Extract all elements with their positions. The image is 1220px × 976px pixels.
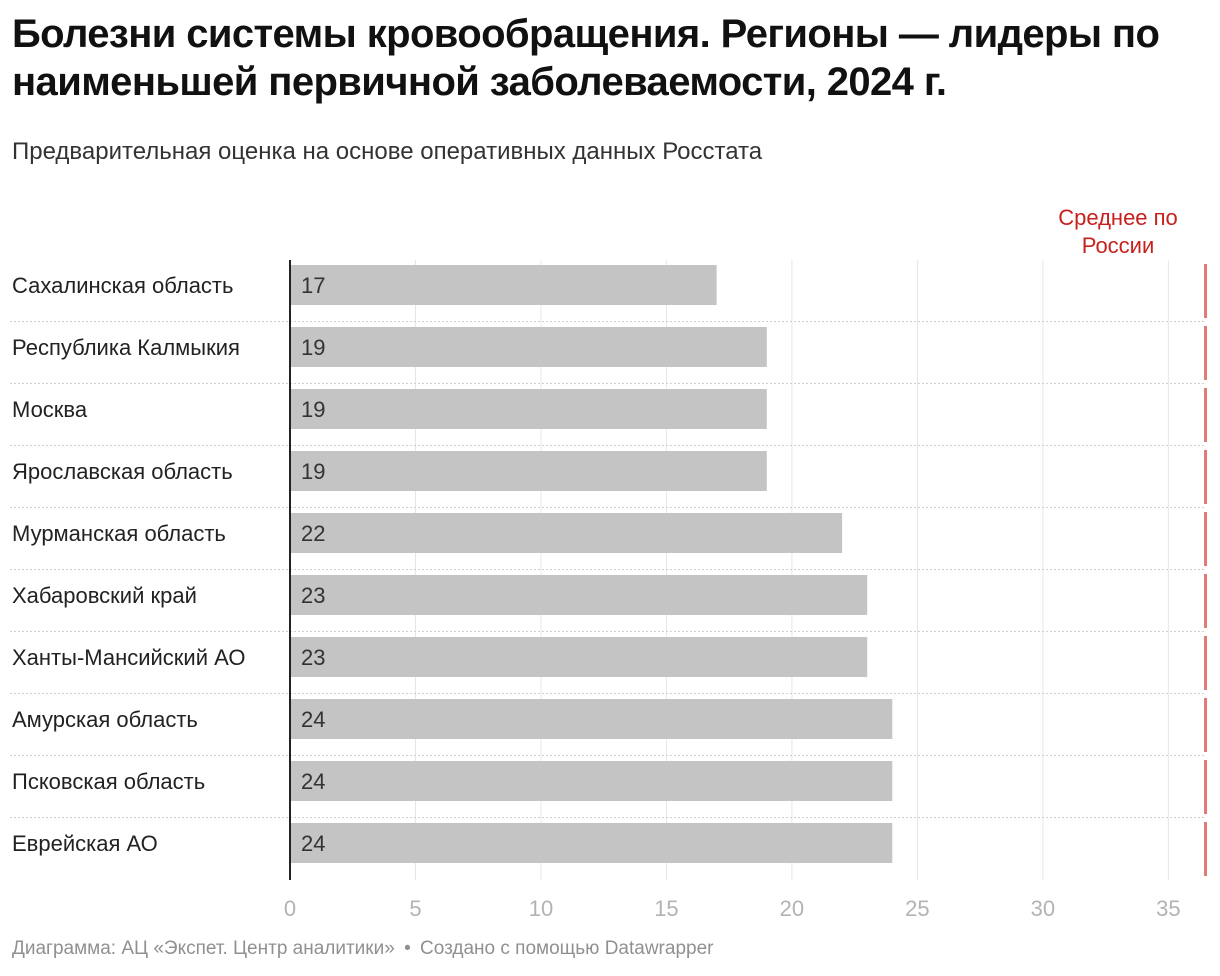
x-tick-label: 30 (1031, 896, 1055, 921)
bar (290, 761, 893, 801)
x-tick-label: 10 (529, 896, 553, 921)
category-label: Ханты-Мансийский АО (12, 645, 245, 670)
category-label: Мурманская область (12, 521, 226, 546)
reference-line-label: Среднее по (1058, 205, 1178, 230)
value-label: 19 (301, 459, 325, 484)
bar-chart: Сахалинская область 17 Республика Калмыкия… (10, 205, 1207, 921)
bar (290, 265, 717, 305)
reference-line-segment (1204, 636, 1207, 690)
value-label: 19 (301, 397, 325, 422)
reference-line-label: России (1082, 233, 1155, 258)
footer-credit: Создано с помощью Datawrapper (420, 938, 714, 959)
category-label: Амурская область (12, 707, 198, 732)
reference-line-segment (1204, 264, 1207, 318)
reference-line-segment (1204, 698, 1207, 752)
bar (290, 637, 868, 677)
chart-subtitle: Предварительная оценка на основе операти… (12, 138, 763, 165)
category-label: Еврейская АО (12, 831, 158, 856)
x-tick-label: 35 (1156, 896, 1180, 921)
category-label: Республика Калмыкия (12, 335, 240, 360)
reference-line-segment (1204, 450, 1207, 504)
category-label: Ярославская область (12, 459, 233, 484)
x-tick-label: 15 (654, 896, 678, 921)
reference-line-segment (1204, 574, 1207, 628)
value-label: 23 (301, 583, 325, 608)
footer-separator: • (404, 938, 411, 959)
chart-footer: Диаграмма: АЦ «Экспет. Центр аналитики» … (12, 938, 713, 960)
bar (290, 575, 868, 615)
bar (290, 513, 843, 553)
value-label: 23 (301, 645, 325, 670)
reference-line-segment (1204, 822, 1207, 876)
chart-title: Болезни системы кровообращения. Регионы … (12, 12, 1160, 104)
reference-line-segment (1204, 512, 1207, 566)
value-label: 24 (301, 831, 325, 856)
bar (290, 699, 893, 739)
reference-line-segment (1204, 326, 1207, 380)
bar (290, 823, 893, 863)
value-label: 17 (301, 273, 325, 298)
category-label: Сахалинская область (12, 273, 233, 298)
bar (290, 327, 767, 367)
bar (290, 389, 767, 429)
x-tick-label: 25 (905, 896, 929, 921)
value-label: 22 (301, 521, 325, 546)
footer-source: Диаграмма: АЦ «Экспет. Центр аналитики» (12, 938, 395, 959)
category-label: Псковская область (12, 769, 205, 794)
reference-line-segment (1204, 760, 1207, 814)
x-tick-label: 20 (780, 896, 804, 921)
reference-line-segment (1204, 388, 1207, 442)
category-label: Хабаровский край (12, 583, 197, 608)
x-tick-label: 0 (284, 896, 296, 921)
value-label: 24 (301, 769, 325, 794)
bar (290, 451, 767, 491)
category-label: Москва (12, 397, 88, 422)
value-label: 24 (301, 707, 325, 732)
value-label: 19 (301, 335, 325, 360)
x-tick-label: 5 (409, 896, 421, 921)
